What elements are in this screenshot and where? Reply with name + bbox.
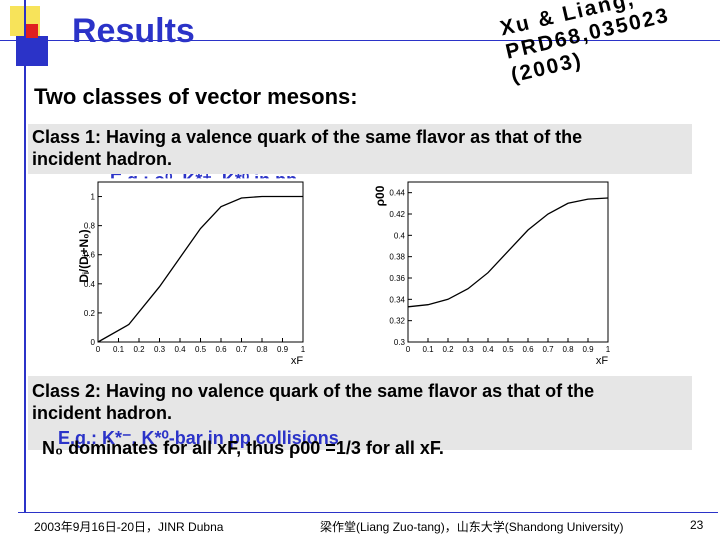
footer-author: 梁作堂(Liang Zuo-tang)，山东大学(Shandong Univer… xyxy=(320,520,624,534)
decor-square-blue xyxy=(16,36,48,66)
right-plot-ytick-label-3: 0.36 xyxy=(389,274,405,283)
class1-example: E.g.: ρ⁰, K*⁺, K*⁰ in pp xyxy=(110,170,298,190)
left-plot-xtick-label-5: 0.5 xyxy=(195,345,207,354)
left-plot-ytick-label-0: 0 xyxy=(91,338,96,347)
left-plot-ytick-label-3: 0.6 xyxy=(84,251,96,260)
left-plot-xtick-label-2: 0.2 xyxy=(133,345,145,354)
left-plot-xtick-label-9: 0.9 xyxy=(277,345,289,354)
left-plot-ytick-label-4: 0.8 xyxy=(84,222,96,231)
left-plot-xtick-label-8: 0.8 xyxy=(256,345,268,354)
class1-line-2: incident hadron. xyxy=(32,149,173,169)
decor-square-red xyxy=(24,24,38,38)
right-plot-ylabel: ρ00 xyxy=(373,185,387,206)
class2-example: E.g.: K*⁻, K*⁰-bar in pp collisions. xyxy=(58,428,344,448)
right-plot-curve xyxy=(407,197,609,308)
left-plot-ylabel: Dᵢ/(Dᵢ+N₀) xyxy=(78,229,91,282)
left-plot-xtick-label-4: 0.4 xyxy=(174,345,186,354)
right-plot-xtick-label-2: 0.2 xyxy=(442,345,454,354)
left-plot-xtick-label-1: 0.1 xyxy=(113,345,125,354)
right-plot-xtick-label-4: 0.4 xyxy=(482,345,494,354)
class2-line-2: incident hadron. xyxy=(32,403,173,423)
footer-divider xyxy=(18,512,718,513)
right-plot-xtick-label-8: 0.8 xyxy=(562,345,574,354)
right-plot-xtick-label-0: 0 xyxy=(406,345,411,354)
right-plot-xtick-label-7: 0.7 xyxy=(542,345,554,354)
plots-area: 0 0.2 0.4 0.6 0.8 1 0 0.1 0.2 0.3 0.4 0.5 0.6 0.7 0.8 0… xyxy=(77,176,618,368)
right-plot-frame xyxy=(407,181,609,343)
right-plot-ytick-label-6: 0.42 xyxy=(389,210,405,219)
left-plot-xlabel: xF xyxy=(291,355,304,367)
class2-line-1: Class 2: Having no valence quark of the … xyxy=(32,381,595,401)
class1-box: Class 1: Having a valence quark of the s… xyxy=(28,124,692,174)
left-plot-ytick-label-1: 0.2 xyxy=(84,309,96,318)
right-plot-xtick-label-9: 0.9 xyxy=(582,345,594,354)
left-plot-curve xyxy=(97,195,303,343)
class2-box: Class 2: Having no valence quark of the … xyxy=(28,376,692,450)
right-plot-xtick-label-5: 0.5 xyxy=(502,345,514,354)
left-plot-xtick-label-6: 0.6 xyxy=(215,345,227,354)
left-plot-xtick-label-3: 0.3 xyxy=(154,345,166,354)
footer-date-venue: 2003年9月16日-20日，JINR Dubna xyxy=(34,520,224,534)
right-plot-xtick-label-6: 0.6 xyxy=(522,345,534,354)
reference-citation: Xu & Liang, PRD68,035023 (2003) xyxy=(498,0,680,88)
plots-svg: 0 0.2 0.4 0.6 0.8 1 0 0.1 0.2 0.3 0.4 0.5 0.6 0.7 0.8 0… xyxy=(77,181,611,367)
left-plot-ytick-label-2: 0.4 xyxy=(84,280,96,289)
left-plot-ytick-label-5: 1 xyxy=(91,193,96,202)
slide-title: Results xyxy=(72,12,195,50)
left-plot-xtick-label-7: 0.7 xyxy=(236,345,248,354)
decor-horizontal-line xyxy=(0,40,720,41)
right-plot-ytick-label-5: 0.4 xyxy=(394,231,406,240)
right-plot-ytick-label-2: 0.34 xyxy=(389,295,405,304)
right-plot-ytick-label-4: 0.38 xyxy=(389,253,405,262)
slide-subtitle: Two classes of vector mesons: xyxy=(34,84,358,109)
right-plot-ytick-label-7: 0.44 xyxy=(389,189,405,198)
page-number: 23 xyxy=(690,518,704,532)
right-plot-xtick-label-1: 0.1 xyxy=(422,345,434,354)
right-plot-xlabel: xF xyxy=(596,355,609,367)
left-plot-xtick-label-0: 0 xyxy=(96,345,101,354)
right-plot-xtick-label-10: 1 xyxy=(606,345,611,354)
right-plot-ytick-label-1: 0.32 xyxy=(389,317,405,326)
right-plot-ytick-label-0: 0.3 xyxy=(394,338,406,347)
decor-vertical-line xyxy=(24,0,26,512)
class2-result: N₀ dominates for all xF, thus ρ00 =1/3 f… xyxy=(42,438,444,458)
left-plot-frame xyxy=(97,181,304,343)
class1-line-1: Class 1: Having a valence quark of the s… xyxy=(32,127,583,147)
right-plot-xtick-label-3: 0.3 xyxy=(462,345,474,354)
left-plot-xtick-label-10: 1 xyxy=(301,345,306,354)
